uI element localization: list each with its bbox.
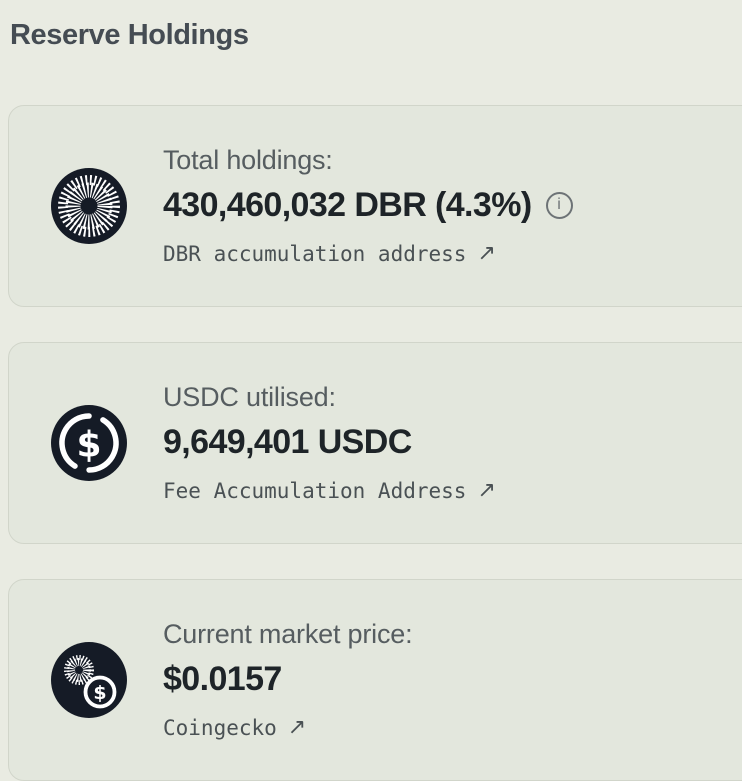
dbr-accumulation-address-link[interactable]: DBR accumulation address ↗	[163, 241, 496, 267]
market-price-value-row: $0.0157	[163, 658, 412, 700]
market-price-value: $0.0157	[163, 660, 282, 698]
dbr-accumulation-address-link-label: DBR accumulation address	[163, 242, 467, 266]
reserve-holdings-cards: Total holdings: 430,460,032 DBR (4.3%) i…	[0, 105, 742, 781]
dbr-token-icon	[51, 168, 127, 244]
page-title: Reserve Holdings	[10, 19, 249, 51]
total-holdings-value-row: 430,460,032 DBR (4.3%) i	[163, 184, 573, 226]
external-link-arrow-icon: ↗	[477, 241, 496, 266]
usdc-utilised-value-row: 9,649,401 USDC	[163, 421, 496, 463]
market-price-content: Current market price: $0.0157 Coingecko …	[163, 619, 413, 741]
usdc-utilised-card: $ USDC utilised: 9,649,401 USDC Fee Accu…	[8, 342, 742, 544]
coingecko-link[interactable]: Coingecko ↗	[163, 715, 306, 741]
market-price-label: Current market price:	[163, 619, 413, 649]
total-holdings-label: Total holdings:	[163, 145, 333, 175]
total-holdings-content: Total holdings: 430,460,032 DBR (4.3%) i…	[163, 145, 573, 267]
coingecko-link-label: Coingecko	[163, 716, 277, 740]
price-dollar-glyph: $	[93, 682, 106, 704]
usdc-utilised-value: 9,649,401 USDC	[163, 423, 412, 461]
external-link-arrow-icon: ↗	[287, 715, 307, 740]
fee-accumulation-address-link-label: Fee Accumulation Address	[163, 479, 467, 503]
total-holdings-card: Total holdings: 430,460,032 DBR (4.3%) i…	[8, 105, 742, 307]
usdc-token-icon: $	[51, 405, 127, 481]
usdc-utilised-content: USDC utilised: 9,649,401 USDC Fee Accumu…	[163, 382, 496, 504]
dbr-price-icon: $	[51, 642, 127, 718]
market-price-card: $ Current market price: $0.0157 Coingeck…	[8, 579, 742, 781]
usdc-utilised-label: USDC utilised:	[163, 382, 336, 412]
fee-accumulation-address-link[interactable]: Fee Accumulation Address ↗	[163, 478, 496, 504]
external-link-arrow-icon: ↗	[477, 478, 496, 503]
info-icon[interactable]: i	[545, 191, 573, 219]
total-holdings-value: 430,460,032 DBR (4.3%)	[163, 186, 532, 224]
usdc-dollar-glyph: $	[76, 425, 101, 466]
